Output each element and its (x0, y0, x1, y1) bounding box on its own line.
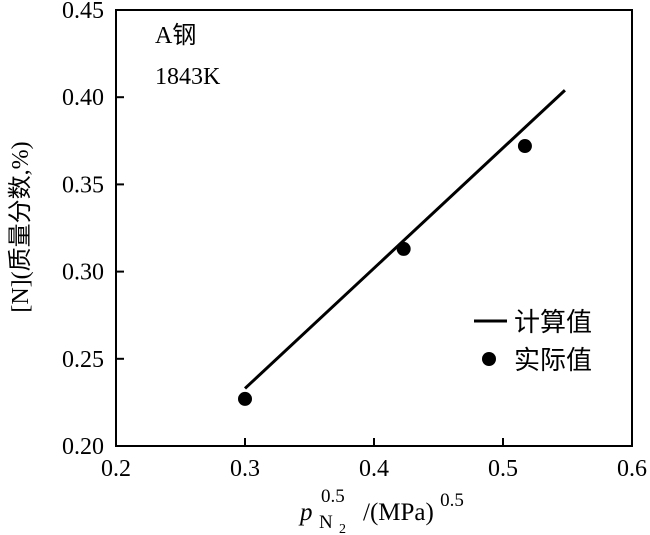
y-tick-label: 0.40 (62, 85, 104, 111)
legend: 计算值 实际值 (474, 308, 592, 376)
x-tick-label: 0.3 (230, 456, 260, 482)
y-tick-labels: 0.20 0.25 0.30 0.35 0.40 0.45 (62, 0, 104, 460)
x-tick-labels: 0.2 0.3 0.4 0.5 0.6 (101, 456, 647, 482)
legend-label-actual: 实际值 (514, 346, 592, 376)
annotation-temperature: 1843K (155, 64, 221, 90)
axis-ticks (115, 9, 633, 447)
x-axis-title: p N 2 0.5 /(MPa) 0.5 (298, 481, 464, 535)
x-axis-title-unit: /(MPa) (363, 499, 434, 526)
y-axis-title: [N](质量分数,%) (7, 141, 34, 312)
x-tick-label: 0.5 (488, 456, 518, 482)
legend-label-calculated: 计算值 (514, 308, 592, 338)
annotation-steel: A钢 (155, 22, 196, 49)
x-tick-label: 0.6 (617, 456, 647, 482)
actual-value-point (517, 139, 532, 154)
x-axis-title-superscript: 0.5 (321, 486, 345, 507)
x-axis-title-subscript: N (319, 512, 333, 533)
legend-point-swatch (482, 352, 496, 366)
y-tick-label: 0.45 (62, 0, 104, 24)
x-axis-title-unit-superscript: 0.5 (440, 490, 464, 511)
x-axis-title-subscript-2: 2 (339, 522, 346, 535)
actual-value-point (396, 241, 411, 256)
y-tick-label: 0.30 (62, 260, 104, 286)
y-tick-label: 0.35 (62, 172, 104, 198)
actual-value-point (238, 391, 252, 406)
x-tick-label: 0.4 (359, 456, 389, 482)
y-tick-label: 0.20 (62, 434, 104, 460)
series-layer (238, 89, 566, 406)
y-tick-label: 0.25 (62, 347, 104, 373)
calculated-value-line (243, 89, 566, 390)
x-tick-label: 0.2 (101, 456, 131, 482)
x-axis-title-symbol: p (298, 499, 313, 526)
